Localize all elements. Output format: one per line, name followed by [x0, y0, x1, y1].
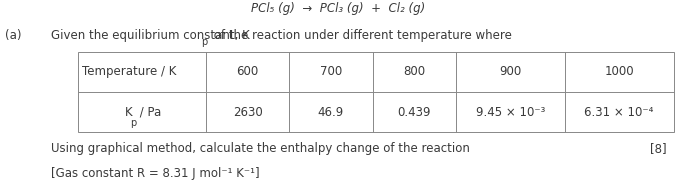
Text: 900: 900	[499, 65, 521, 78]
Text: 9.45 × 10⁻³: 9.45 × 10⁻³	[475, 106, 545, 119]
Text: [8]: [8]	[650, 142, 667, 155]
Text: 1000: 1000	[605, 65, 634, 78]
Text: p: p	[131, 118, 137, 128]
Text: K: K	[125, 106, 133, 119]
Text: Temperature / K: Temperature / K	[82, 65, 176, 78]
Text: [Gas constant R = 8.31 J mol⁻¹ K⁻¹]: [Gas constant R = 8.31 J mol⁻¹ K⁻¹]	[51, 167, 259, 181]
Text: 700: 700	[320, 65, 342, 78]
Text: of the reaction under different temperature where: of the reaction under different temperat…	[210, 29, 512, 43]
Text: / Pa: / Pa	[137, 106, 162, 119]
Text: p: p	[201, 37, 207, 47]
Text: 600: 600	[236, 65, 259, 78]
Text: 0.439: 0.439	[397, 106, 431, 119]
Text: Given the equilibrium constant, K: Given the equilibrium constant, K	[51, 29, 250, 43]
Text: Using graphical method, calculate the enthalpy change of the reaction: Using graphical method, calculate the en…	[51, 142, 470, 155]
Text: (a): (a)	[5, 29, 22, 43]
Text: PCl₅ (g)  →  PCl₃ (g)  +  Cl₂ (g): PCl₅ (g) → PCl₃ (g) + Cl₂ (g)	[251, 2, 426, 15]
Text: 2630: 2630	[233, 106, 263, 119]
Text: 46.9: 46.9	[318, 106, 344, 119]
Text: 800: 800	[403, 65, 425, 78]
Text: 6.31 × 10⁻⁴: 6.31 × 10⁻⁴	[584, 106, 654, 119]
